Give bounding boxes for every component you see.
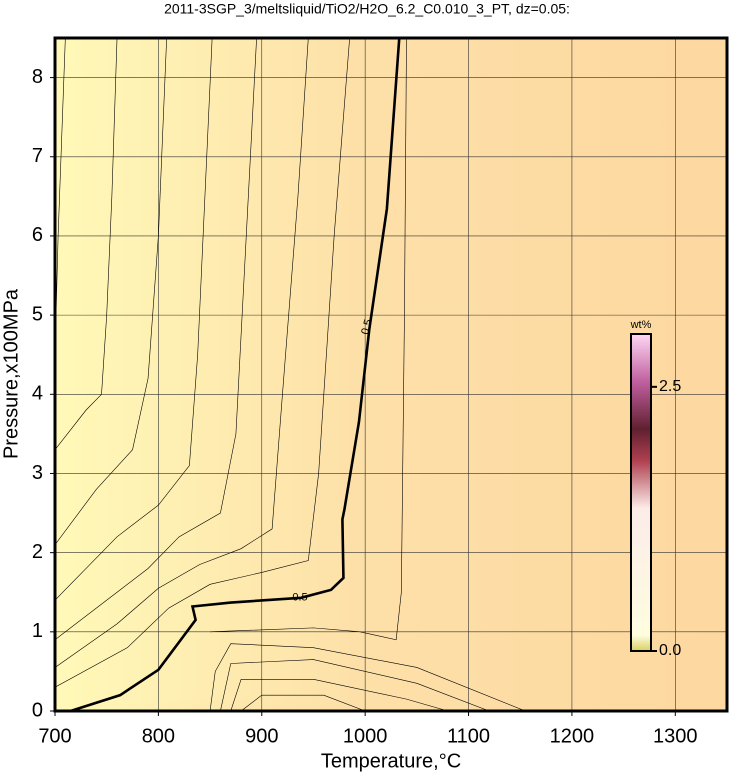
contour-line bbox=[55, 38, 118, 450]
colorbar-label: wt% bbox=[630, 319, 652, 331]
x-tick-label: 1300 bbox=[653, 725, 698, 747]
x-tick-label: 900 bbox=[245, 725, 278, 747]
x-tick-label: 1200 bbox=[550, 725, 595, 747]
y-tick-label: 8 bbox=[32, 66, 43, 88]
y-tick-label: 5 bbox=[32, 303, 43, 325]
y-tick-label: 6 bbox=[32, 224, 43, 246]
contour-line bbox=[209, 643, 526, 711]
contour-line bbox=[55, 38, 257, 640]
contour-line-bold bbox=[70, 38, 401, 711]
contour-line bbox=[55, 38, 167, 545]
contour-line bbox=[230, 679, 448, 711]
y-tick-label: 3 bbox=[32, 462, 43, 484]
x-tick-label: 700 bbox=[38, 725, 71, 747]
x-tick-label: 1100 bbox=[447, 725, 490, 747]
contour-line bbox=[220, 659, 490, 711]
y-tick-label: 2 bbox=[32, 541, 43, 563]
x-axis-label: Temperature,°C bbox=[321, 750, 461, 772]
plot-frame bbox=[53, 36, 729, 713]
contour-line bbox=[55, 38, 309, 668]
contour-line bbox=[240, 694, 366, 711]
y-tick-label: 0 bbox=[32, 699, 43, 721]
colorbar bbox=[630, 333, 652, 652]
colorbar-tick-label: 2.5 bbox=[659, 378, 681, 395]
colorbar-tick-label: 0.0 bbox=[659, 642, 681, 659]
contour-label: 0.5 bbox=[359, 318, 375, 336]
contour-line bbox=[210, 38, 407, 641]
y-tick-label: 4 bbox=[32, 383, 43, 405]
y-tick-label: 1 bbox=[32, 620, 43, 642]
contour-line bbox=[55, 38, 350, 688]
contour-line bbox=[55, 38, 213, 601]
chart-title: 2011-3SGP_3/meltsliquid/TiO2/H2O_6.2_C0.… bbox=[164, 1, 570, 17]
x-tick-label: 1000 bbox=[343, 725, 388, 747]
y-tick-label: 7 bbox=[32, 145, 43, 167]
contour-label: 0.5 bbox=[292, 592, 307, 604]
heat-region bbox=[55, 621, 522, 711]
y-axis-label: Pressure,x100MPa bbox=[0, 288, 22, 459]
x-tick-label: 800 bbox=[142, 725, 175, 747]
